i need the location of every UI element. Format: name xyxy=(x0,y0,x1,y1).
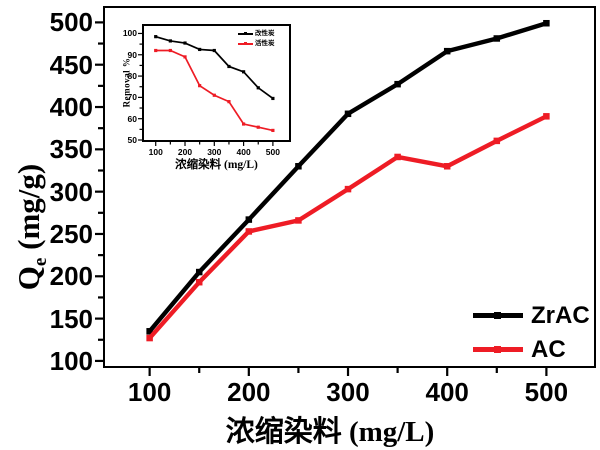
inset-legend: 改性炭 活性炭 xyxy=(238,29,275,48)
main-series-AC-marker xyxy=(245,228,253,235)
main-series-AC-marker xyxy=(344,185,352,193)
main-y-tick-label: 250 xyxy=(49,218,93,249)
main-x-tick-label: 400 xyxy=(425,377,469,407)
inset-y-tick-label: 90 xyxy=(127,49,137,60)
inset-series-改性炭-marker xyxy=(154,35,158,39)
inset-legend-line-ac xyxy=(238,42,253,45)
inset-series-活性炭-marker xyxy=(154,48,158,53)
main-x-tick-label: 100 xyxy=(127,377,172,407)
inset-series-活性炭-marker xyxy=(183,55,187,59)
inset-y-tick-label: 60 xyxy=(127,113,137,124)
inset-x-tick-label: 500 xyxy=(265,147,280,157)
legend-item-ac: AC xyxy=(473,336,590,363)
inset-series-活性炭-marker xyxy=(212,93,216,97)
inset-series-改性炭-marker xyxy=(212,48,216,53)
legend-line-ac xyxy=(473,345,523,353)
main-series-ZrAC-marker xyxy=(245,216,253,223)
inset-legend-marker-zrac xyxy=(244,32,247,35)
main-series-ZrAC-marker xyxy=(543,19,550,27)
main-series-AC-marker xyxy=(195,278,203,286)
inset-series-改性炭-marker xyxy=(183,41,187,45)
inset-series-改性炭-marker xyxy=(198,47,202,52)
main-y-tick-label: 100 xyxy=(49,345,93,376)
main-y-tick-label: 200 xyxy=(49,261,93,292)
main-y-tick-label: 400 xyxy=(49,92,93,123)
main-series-AC-marker xyxy=(493,137,501,145)
main-y-tick-label: 500 xyxy=(49,7,93,38)
y-title-sub: e xyxy=(30,257,52,267)
inset-plot-canvas xyxy=(138,32,275,146)
main-y-tick-label: 300 xyxy=(49,176,93,207)
inset-series-改性炭-marker xyxy=(168,39,172,43)
main-series-ZrAC-marker xyxy=(394,80,401,88)
main-series-ZrAC-marker xyxy=(146,328,153,335)
y-title-unit: (mg/g) xyxy=(11,163,46,258)
main-series-AC-marker xyxy=(146,334,153,342)
inset-legend-label-zrac: 改性炭 xyxy=(255,30,275,37)
main-series-ZrAC-marker xyxy=(443,47,451,55)
inset-series-活性炭-marker xyxy=(168,48,172,53)
main-series-ZrAC-marker xyxy=(195,268,203,276)
inset-x-tick-label: 100 xyxy=(148,147,163,157)
main-series-ZrAC-marker xyxy=(344,110,352,118)
main-y-tick-label: 350 xyxy=(49,134,93,165)
inset-series-活性炭-marker xyxy=(227,100,231,104)
inset-series-改性炭-marker xyxy=(227,64,231,69)
legend-item-zrac: ZrAC xyxy=(473,302,590,329)
inset-plot-area: Removal % 浓缩染料 (mg/L) 改性炭 活性炭 50 60 70 80 90… xyxy=(122,24,291,171)
inset-series-改性炭-marker xyxy=(241,70,246,74)
inset-legend-line-zrac xyxy=(238,32,253,35)
inset-y-tick-label: 70 xyxy=(127,92,137,103)
inset-series-改性炭-marker xyxy=(271,96,275,101)
main-series-AC-marker xyxy=(443,163,451,170)
legend-label-ac: AC xyxy=(531,336,566,363)
main-x-axis-title: 浓缩染料 (mg/L) xyxy=(225,416,435,448)
main-y-axis-title: Qe (mg/g) xyxy=(11,67,52,387)
inset-y-tick-label: 50 xyxy=(127,135,137,145)
inset-x-axis-title: 浓缩染料 (mg/L) xyxy=(175,159,258,171)
inset-y-tick-label: 100 xyxy=(122,28,137,39)
inset-x-tick-label: 400 xyxy=(236,147,251,157)
main-series-ZrAC-marker xyxy=(493,35,501,42)
main-series-ZrAC-marker xyxy=(295,163,302,170)
main-series-AC-marker xyxy=(394,153,401,161)
main-plot-canvas xyxy=(95,19,550,376)
inset-series-活性炭-marker xyxy=(241,122,246,126)
main-legend: ZrAC AC xyxy=(473,302,590,363)
y-title-base: Q xyxy=(11,266,46,291)
main-x-tick-label: 200 xyxy=(227,377,271,407)
main-y-tick-label: 450 xyxy=(49,49,93,80)
main-y-tick-label: 150 xyxy=(49,303,93,334)
legend-marker-zrac xyxy=(494,311,501,319)
inset-series-改性炭-marker xyxy=(256,86,260,90)
inset-y-tick-label: 80 xyxy=(127,71,137,82)
main-plot-area: ZrAC AC 100 150 200 250 300 350 400 450 500 100 20… xyxy=(50,6,596,406)
main-series-AC-marker xyxy=(543,113,550,120)
legend-line-zrac xyxy=(473,311,523,319)
legend-marker-ac xyxy=(494,345,501,353)
inset-legend-item-zrac: 改性炭 xyxy=(238,29,275,38)
inset-legend-item-ac: 活性炭 xyxy=(238,39,275,48)
inset-x-tick-label: 200 xyxy=(177,147,193,157)
inset-series-活性炭-marker xyxy=(198,84,202,88)
main-series-AC-marker xyxy=(295,217,302,224)
main-x-tick-label: 500 xyxy=(524,377,569,407)
main-x-tick-label: 300 xyxy=(326,377,370,407)
inset-x-tick-label: 300 xyxy=(207,147,222,157)
inset-series-活性炭-marker xyxy=(271,128,275,133)
inset-series-活性炭-line xyxy=(155,49,274,132)
legend-label-zrac: ZrAC xyxy=(531,302,590,329)
inset-series-活性炭-marker xyxy=(256,125,260,129)
inset-legend-marker-ac xyxy=(244,42,247,45)
inset-legend-label-ac: 活性炭 xyxy=(255,40,275,47)
